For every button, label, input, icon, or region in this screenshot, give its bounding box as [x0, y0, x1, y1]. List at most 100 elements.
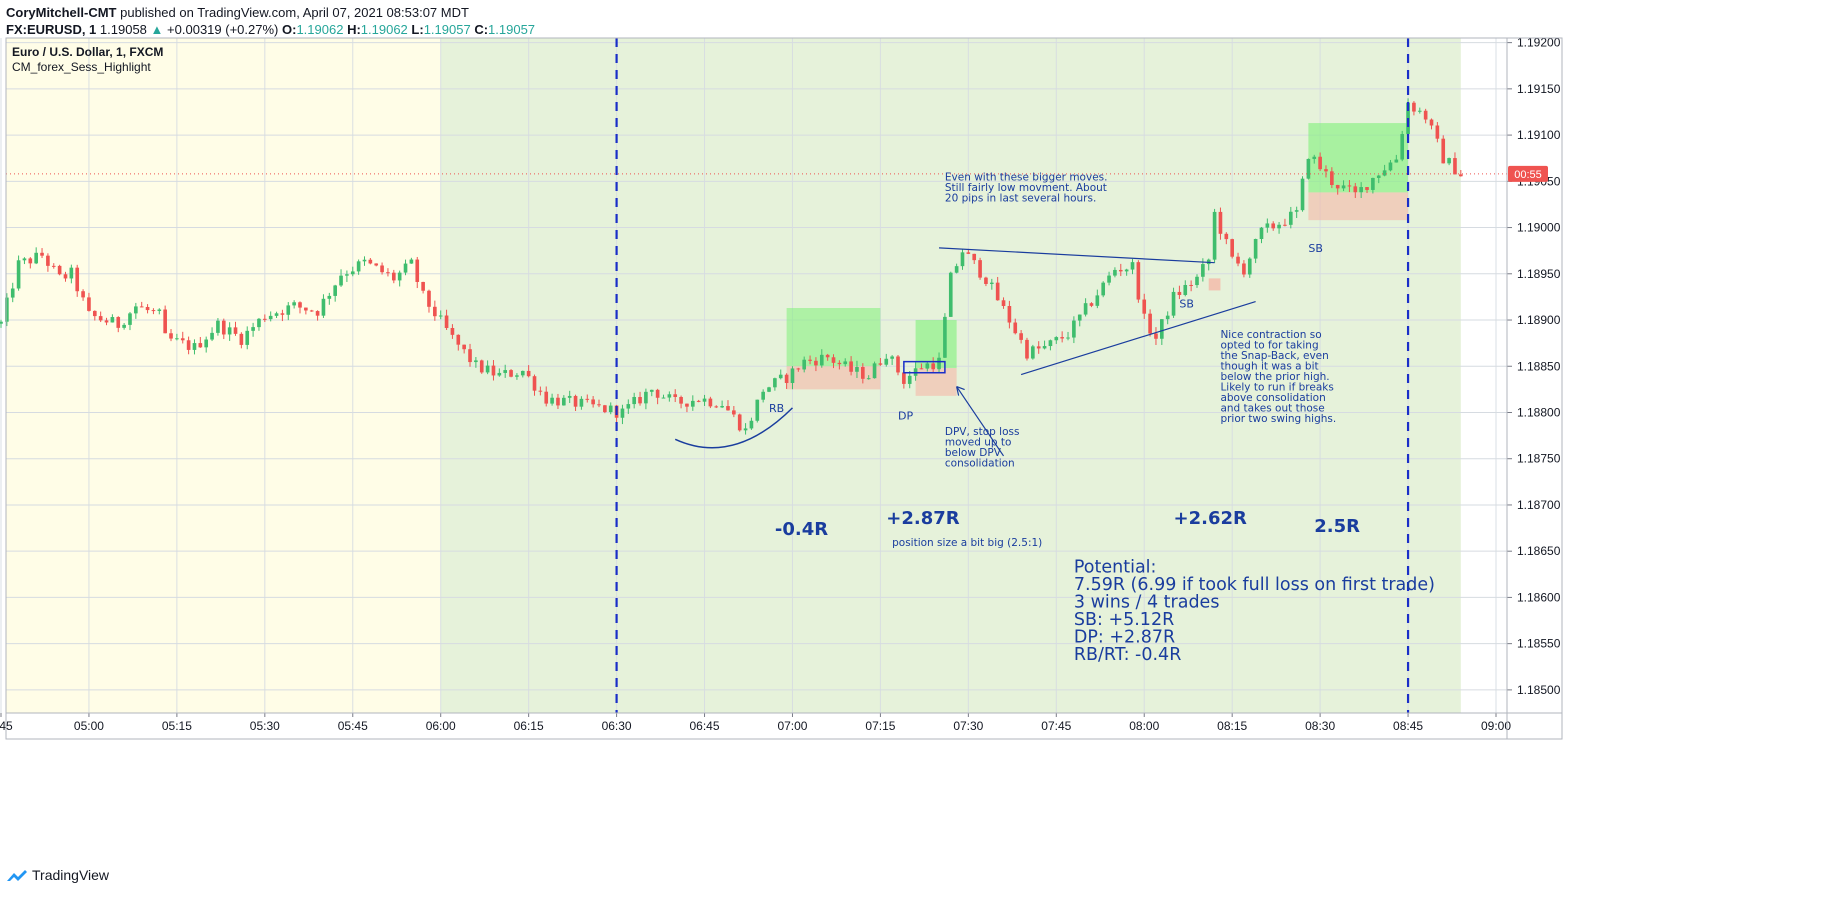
candle-body	[989, 282, 994, 284]
tradingview-footer[interactable]: TradingView	[6, 867, 109, 883]
candle-body	[1347, 185, 1352, 187]
candle-body	[573, 395, 578, 407]
note-dpv-stop: below DPV	[945, 447, 1002, 459]
resistance-trendline	[939, 247, 1215, 264]
candle-body	[755, 399, 760, 421]
rb-stop-zone	[786, 366, 881, 390]
candle-body	[743, 428, 748, 431]
candle-body	[1095, 295, 1100, 306]
candle-body	[63, 274, 68, 279]
candle-body	[972, 253, 977, 261]
candle-body	[714, 406, 719, 408]
session-asia	[6, 38, 441, 713]
candle-body	[773, 378, 777, 388]
drawings	[6, 38, 1507, 713]
price-change: +0.00319 (+0.27%)	[167, 22, 279, 37]
y-tick-label: 1.18800	[1517, 405, 1561, 419]
candle-body	[28, 258, 33, 264]
candle-body	[433, 306, 437, 317]
candle-body	[92, 310, 97, 317]
candle-body	[1412, 102, 1416, 112]
candle-body	[239, 333, 244, 345]
trade-label-sb2: SB	[1308, 242, 1323, 255]
candle-body	[1165, 315, 1170, 320]
candle-body	[778, 374, 783, 379]
candle-body	[679, 397, 683, 404]
candle-body	[1118, 269, 1123, 272]
candle-body	[661, 397, 666, 399]
candle-body	[216, 320, 220, 333]
x-tick-label: 05:15	[162, 719, 192, 733]
x-tick-label: 07:30	[953, 719, 983, 733]
x-tick-label: 08:15	[1217, 719, 1247, 733]
note-snapback: above consolidation	[1220, 392, 1325, 404]
brand-name: TradingView	[32, 867, 110, 883]
candle-body	[1036, 346, 1041, 349]
candle-body	[462, 344, 466, 350]
candle-body	[550, 397, 554, 404]
candle-body	[1201, 264, 1205, 277]
support-trendline	[1020, 300, 1256, 376]
candle-body	[1171, 291, 1176, 316]
x-tick-label: 05:30	[250, 719, 280, 733]
candle-body	[808, 359, 812, 361]
candle-body	[1459, 174, 1463, 177]
candle-body	[69, 267, 74, 279]
candle-body	[1371, 177, 1375, 190]
candle-body	[855, 367, 859, 372]
sb2-stop-zone	[1308, 192, 1409, 221]
candle-body	[1124, 269, 1129, 272]
candle-body	[210, 332, 214, 340]
author-name[interactable]: CoryMitchell-CMT	[6, 5, 117, 20]
candle-body	[884, 358, 889, 365]
candle-body	[802, 359, 807, 370]
candle-body	[503, 370, 508, 373]
candle-body	[1230, 239, 1234, 257]
candle-body	[298, 302, 302, 308]
candle-body	[1236, 256, 1240, 264]
candle-body	[896, 356, 900, 373]
candle-body	[626, 404, 631, 409]
candle-body	[40, 252, 44, 256]
trade-result-rb: -0.4R	[775, 519, 828, 540]
candle-body	[1353, 186, 1358, 193]
candle-body	[128, 313, 132, 325]
high-value: 1.19062	[360, 22, 408, 37]
annotations: RB DP SB SB -0.4R +2.87R +2.62R 2.5R position si…	[12, 45, 1435, 665]
candle-body	[257, 318, 261, 328]
candle-body	[1423, 110, 1428, 120]
candle-body	[221, 320, 226, 335]
trade-label-rb: RB	[769, 402, 784, 415]
candle-body	[919, 368, 924, 370]
trade-label-dp: DP	[898, 409, 913, 422]
candle-body	[274, 313, 279, 316]
candle-body	[145, 306, 150, 311]
y-tick-label: 1.18700	[1517, 498, 1561, 512]
candle-body	[790, 368, 795, 384]
candle-body	[139, 306, 144, 308]
candle-body	[1271, 223, 1276, 229]
high-label: H:	[347, 22, 361, 37]
candle-body	[796, 368, 801, 370]
candle-body	[655, 389, 660, 398]
low-label: L:	[411, 22, 424, 37]
candle-body	[251, 327, 255, 331]
candle-body	[1400, 134, 1405, 160]
candlestick-chart[interactable]: RB DP SB SB -0.4R +2.87R +2.62R 2.5R position si…	[0, 0, 1828, 865]
candle-body	[169, 333, 173, 339]
candle-body	[1306, 158, 1311, 179]
candle-body	[1072, 320, 1076, 338]
x-tick-label: 05:45	[338, 719, 368, 733]
candle-body	[180, 338, 185, 341]
y-tick-label: 1.18750	[1517, 452, 1561, 466]
publish-info: published on TradingView.com, April 07, …	[116, 5, 469, 20]
candle-body	[350, 271, 355, 275]
candle-body	[966, 252, 971, 254]
candle-body	[866, 378, 871, 380]
y-tick-label: 1.18500	[1517, 683, 1561, 697]
candle-body	[1312, 156, 1317, 159]
rounding-bottom-curve	[674, 407, 793, 449]
candle-body	[116, 317, 121, 328]
candle-body	[1253, 239, 1258, 259]
candle-body	[1142, 299, 1147, 314]
